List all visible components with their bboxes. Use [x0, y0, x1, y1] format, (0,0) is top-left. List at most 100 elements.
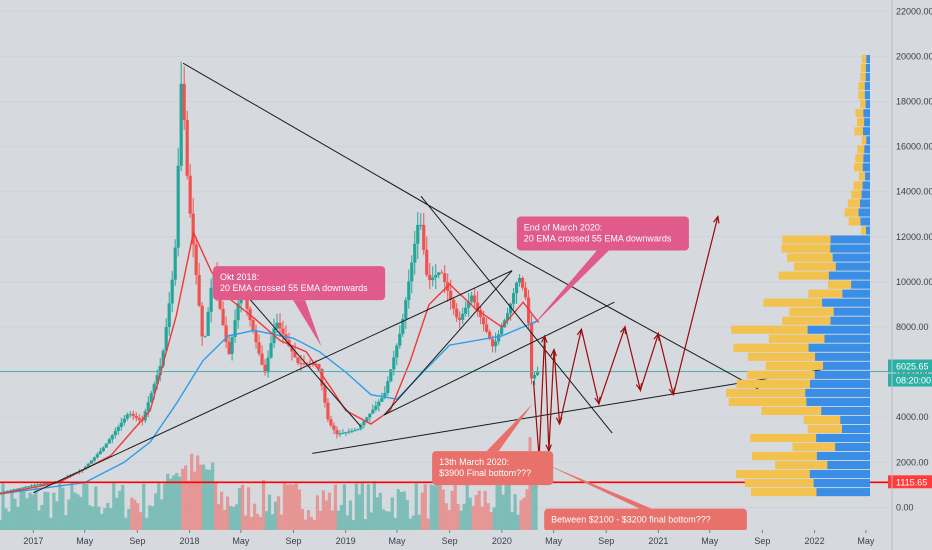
candle-body — [470, 295, 474, 302]
candle-body — [473, 295, 477, 303]
volume-bar — [453, 484, 457, 530]
volume-bar — [109, 508, 113, 530]
candle-body — [182, 83, 186, 120]
volume-bar — [79, 496, 83, 530]
candle-body — [134, 415, 138, 418]
volume-bar — [306, 510, 311, 530]
volume-profile-bar — [861, 190, 870, 199]
y-tick-label: 0.00 — [896, 502, 914, 512]
volume-profile-bar — [827, 460, 870, 470]
candle-body — [332, 425, 336, 430]
volume-profile-bar — [830, 235, 870, 244]
candle-body — [158, 366, 162, 376]
candle-body — [260, 353, 264, 365]
candle-body — [329, 419, 333, 426]
candle-body — [326, 402, 330, 420]
volume-profile-bar — [733, 343, 809, 352]
volume-bar — [291, 484, 296, 530]
volume-profile-bar — [815, 352, 870, 361]
candle-body — [511, 293, 516, 304]
candle-body — [167, 303, 171, 328]
volume-bar — [61, 487, 65, 530]
volume-profile-bar — [828, 280, 852, 289]
volume-bar — [516, 514, 520, 530]
volume-profile-bar — [768, 334, 825, 343]
candle-body — [305, 363, 309, 365]
volume-profile-bar — [787, 253, 833, 262]
x-tick-label: 2022 — [805, 536, 825, 546]
price-label-badge — [888, 475, 932, 489]
volume-profile-bar — [778, 271, 829, 280]
volume-bar — [426, 518, 430, 530]
volume-bar — [234, 504, 239, 530]
candle-body — [206, 311, 210, 336]
volume-profile-bar — [861, 55, 867, 64]
volume-profile-bar — [865, 172, 870, 181]
volume-bar — [387, 511, 391, 530]
volume-bar — [40, 505, 44, 530]
volume-profile-bar — [809, 379, 870, 388]
volume-profile-bar — [860, 73, 866, 82]
candle-body — [29, 485, 34, 487]
volume-bar — [240, 484, 245, 530]
x-tick-label: May — [76, 536, 94, 546]
candle-body — [386, 381, 390, 393]
annotation-text: End of March 2020: — [524, 223, 603, 233]
volume-bar — [522, 497, 526, 530]
volume-bar — [1, 483, 5, 530]
volume-profile-bar — [858, 82, 865, 91]
volume-profile-bar — [865, 100, 870, 109]
volume-bar — [58, 483, 62, 530]
volume-bar — [82, 483, 86, 530]
volume-bar — [318, 510, 323, 530]
volume-profile-bar — [823, 361, 870, 370]
volume-bar — [64, 515, 68, 530]
candle-body — [266, 357, 270, 373]
candle-body — [149, 393, 153, 403]
candle-body — [506, 313, 510, 321]
candle-body — [311, 363, 315, 365]
candle-body — [422, 224, 426, 250]
volume-profile-bar — [844, 208, 859, 217]
volume-bar — [249, 516, 254, 530]
volume-bar — [468, 497, 472, 530]
volume-bar — [327, 492, 332, 530]
candle-body — [254, 331, 258, 343]
volume-profile-bar — [832, 253, 870, 262]
volume-profile-bar — [864, 82, 870, 91]
volume-profile-bar — [855, 109, 864, 118]
time-axis-bg — [0, 530, 932, 550]
candle-body — [464, 307, 468, 314]
volume-profile-bar — [728, 397, 807, 406]
volume-bar — [510, 512, 514, 530]
volume-bar — [447, 510, 451, 530]
candle-body — [44, 483, 49, 485]
annotation-text: 20 EMA crossed 55 EMA downwards — [220, 283, 368, 293]
candle-body — [335, 429, 339, 435]
volume-profile-bar — [862, 181, 870, 190]
x-tick-label: May — [857, 536, 875, 546]
volume-bar — [486, 503, 490, 530]
annotation-pointer — [293, 300, 322, 347]
candle-body — [245, 297, 249, 309]
candle-body — [26, 486, 31, 488]
annotations: Okt 2018:20 EMA crossed 55 EMA downwards… — [213, 216, 747, 532]
volume-bar — [67, 499, 71, 530]
volume-bar — [456, 504, 460, 530]
candle-body — [413, 243, 417, 263]
volume-profile-bar — [807, 424, 842, 434]
volume-profile-bar — [847, 199, 861, 208]
volume-bar — [70, 483, 74, 530]
volume-profile-bar — [860, 64, 866, 73]
trendline — [182, 62, 523, 260]
candle-body — [47, 482, 52, 484]
volume-bar — [0, 519, 2, 530]
volume-bar — [91, 506, 95, 530]
volume-profile-bar — [866, 136, 870, 145]
volume-profile-bar — [856, 118, 865, 127]
volume-profile-bar — [860, 199, 870, 208]
candle-body — [290, 345, 294, 352]
candle-body — [350, 430, 354, 432]
